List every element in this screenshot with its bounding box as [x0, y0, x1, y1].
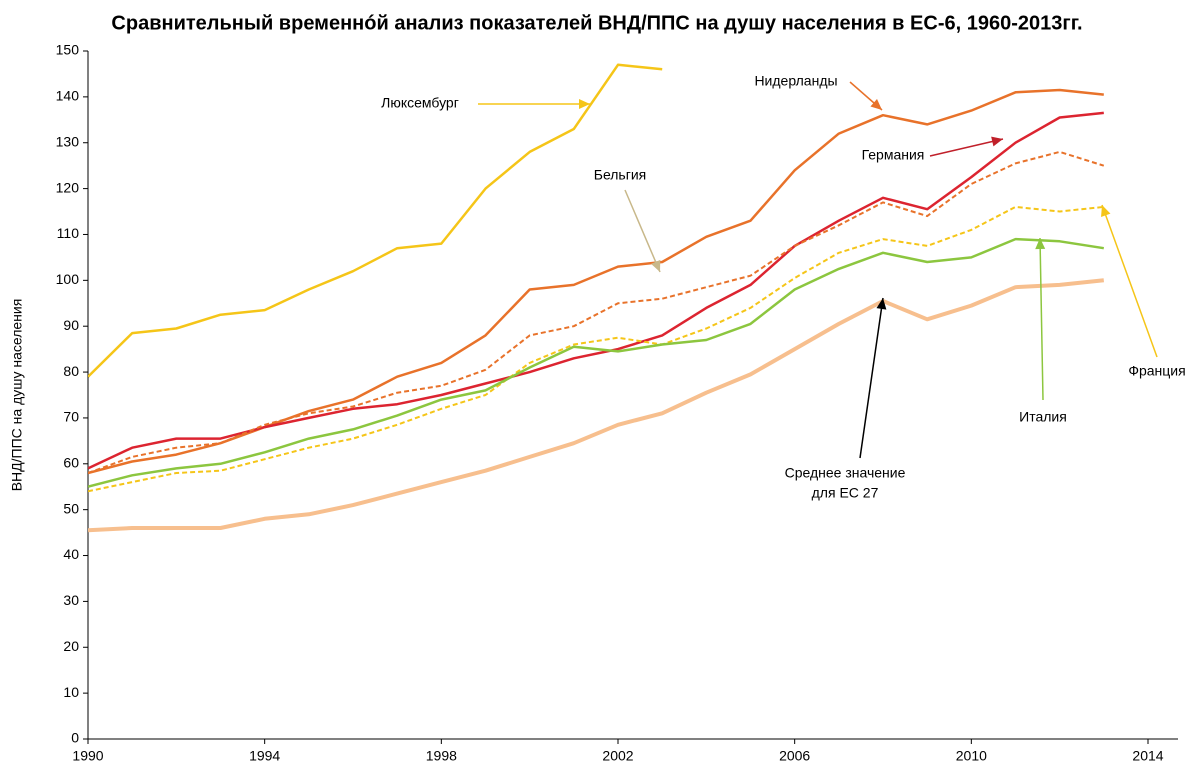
y-tick-label: 130: [56, 133, 80, 149]
y-tick-label: 40: [63, 546, 79, 562]
y-tick-label: 20: [63, 638, 79, 654]
annotation-arrow: [624, 189, 661, 273]
x-tick-label: 1994: [249, 748, 280, 764]
x-tick-label: 2014: [1132, 748, 1163, 764]
y-tick-label: 70: [63, 409, 79, 425]
y-tick-label: 150: [56, 42, 80, 58]
series-line: [88, 63, 663, 378]
y-tick-label: 90: [63, 317, 79, 333]
y-tick-label: 110: [57, 225, 80, 241]
x-tick-label: 2002: [602, 748, 633, 764]
series-label: Италия: [1019, 409, 1067, 425]
x-tick-label: 1998: [426, 748, 457, 764]
arrow-head: [579, 99, 590, 109]
series-line: [88, 237, 1104, 488]
series-label: Люксембург: [381, 95, 459, 111]
x-tick-label: 2006: [779, 748, 810, 764]
annotation-arrow: [1039, 237, 1044, 401]
series-line: [88, 278, 1105, 533]
series-label: Германия: [862, 147, 925, 163]
annotation-arrow: [929, 138, 1004, 157]
y-tick-label: 80: [63, 363, 79, 379]
series-line: [88, 88, 1104, 475]
x-tick-label: 2010: [956, 748, 987, 764]
arrow-head: [870, 98, 882, 110]
y-tick-label: 10: [63, 684, 79, 700]
y-tick-label: 140: [56, 88, 80, 104]
x-tick-label: 1990: [72, 748, 103, 764]
y-axis-label: ВНД/ППС на душу населения: [9, 299, 25, 492]
y-tick-label: 50: [63, 500, 79, 516]
series-label: Бельгия: [594, 167, 646, 183]
series-label: Среднее значение: [785, 465, 906, 481]
series-line: [88, 205, 1104, 493]
y-tick-label: 100: [56, 271, 80, 287]
arrow-head: [651, 259, 661, 272]
series-line: [88, 111, 1104, 470]
series-label: для ЕС 27: [812, 485, 879, 501]
series-label: Нидерланды: [754, 73, 837, 89]
arrow-head: [876, 298, 887, 310]
arrow-head: [991, 136, 1003, 147]
series-line: [88, 150, 1105, 474]
annotation-arrow: [859, 297, 884, 459]
y-tick-label: 30: [63, 592, 79, 608]
y-tick-label: 60: [63, 455, 79, 471]
annotation-arrow: [1101, 204, 1158, 358]
chart-title: Сравнительный временнóй анализ показател…: [111, 12, 1082, 34]
arrow-head: [1101, 205, 1111, 218]
series-label: Франция: [1128, 363, 1185, 379]
arrow-head: [1035, 238, 1046, 250]
y-tick-label: 0: [71, 730, 79, 746]
y-tick-label: 120: [56, 179, 80, 195]
